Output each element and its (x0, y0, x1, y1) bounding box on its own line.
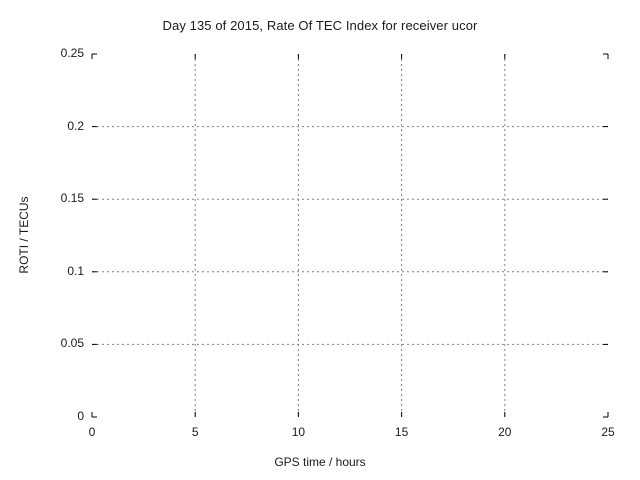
chart-title: Day 135 of 2015, Rate Of TEC Index for r… (162, 18, 478, 33)
x-tick-label: 25 (601, 425, 615, 439)
y-tick-label: 0 (77, 409, 84, 423)
y-tick-label: 0.1 (67, 263, 84, 278)
x-tick-label: 20 (498, 425, 512, 439)
y-tick-label: 0.2 (67, 118, 84, 133)
x-axis-label: GPS time / hours (274, 455, 366, 469)
gridlines (92, 54, 608, 417)
axis-tick-marks (91, 53, 609, 418)
x-tick-label: 0 (88, 425, 96, 439)
x-tick-label: 5 (191, 425, 199, 439)
y-tick-label: 0.25 (60, 46, 84, 60)
x-tick-label: 15 (394, 425, 409, 439)
y-tick-label: 0.05 (60, 336, 84, 351)
x-tick-label: 10 (291, 425, 306, 439)
y-tick-label: 0.15 (60, 191, 84, 206)
